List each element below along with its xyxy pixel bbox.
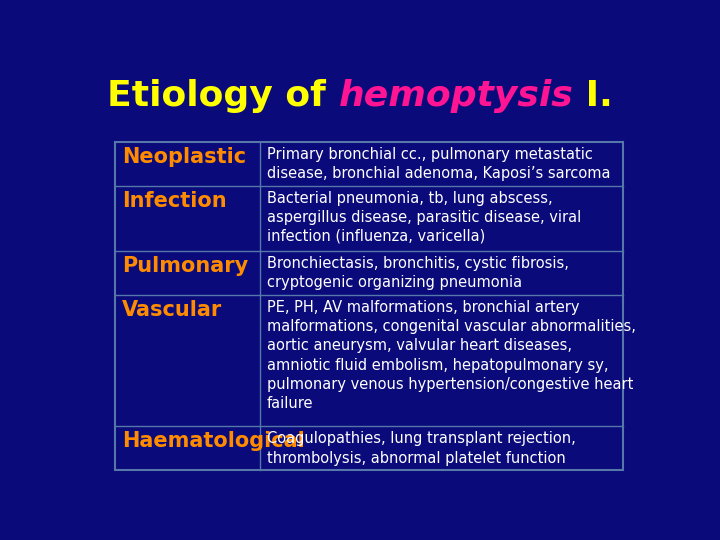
Bar (115, 141, 623, 470)
Text: PE, PH, AV malformations, bronchial artery
malformations, congenital vascular ab: PE, PH, AV malformations, bronchial arte… (266, 300, 635, 411)
Text: Pulmonary: Pulmonary (122, 256, 248, 276)
Text: Bronchiectasis, bronchitis, cystic fibrosis,
cryptogenic organizing pneumonia: Bronchiectasis, bronchitis, cystic fibro… (266, 256, 568, 291)
Text: Bacterial pneumonia, tb, lung abscess,
aspergillus disease, parasitic disease, v: Bacterial pneumonia, tb, lung abscess, a… (266, 191, 581, 244)
Text: I.: I. (573, 79, 613, 113)
Text: Vascular: Vascular (122, 300, 222, 320)
Text: Coagulopathies, lung transplant rejection,
thrombolysis, abnormal platelet funct: Coagulopathies, lung transplant rejectio… (266, 431, 575, 465)
Text: Primary bronchial cc., pulmonary metastatic
disease, bronchial adenoma, Kaposi’s: Primary bronchial cc., pulmonary metasta… (266, 147, 610, 181)
Text: Etiology of: Etiology of (107, 79, 338, 113)
Text: Neoplastic: Neoplastic (122, 147, 246, 167)
Text: Infection: Infection (122, 191, 226, 211)
Text: hemoptysis: hemoptysis (338, 79, 573, 113)
Text: Haematological: Haematological (122, 431, 305, 451)
